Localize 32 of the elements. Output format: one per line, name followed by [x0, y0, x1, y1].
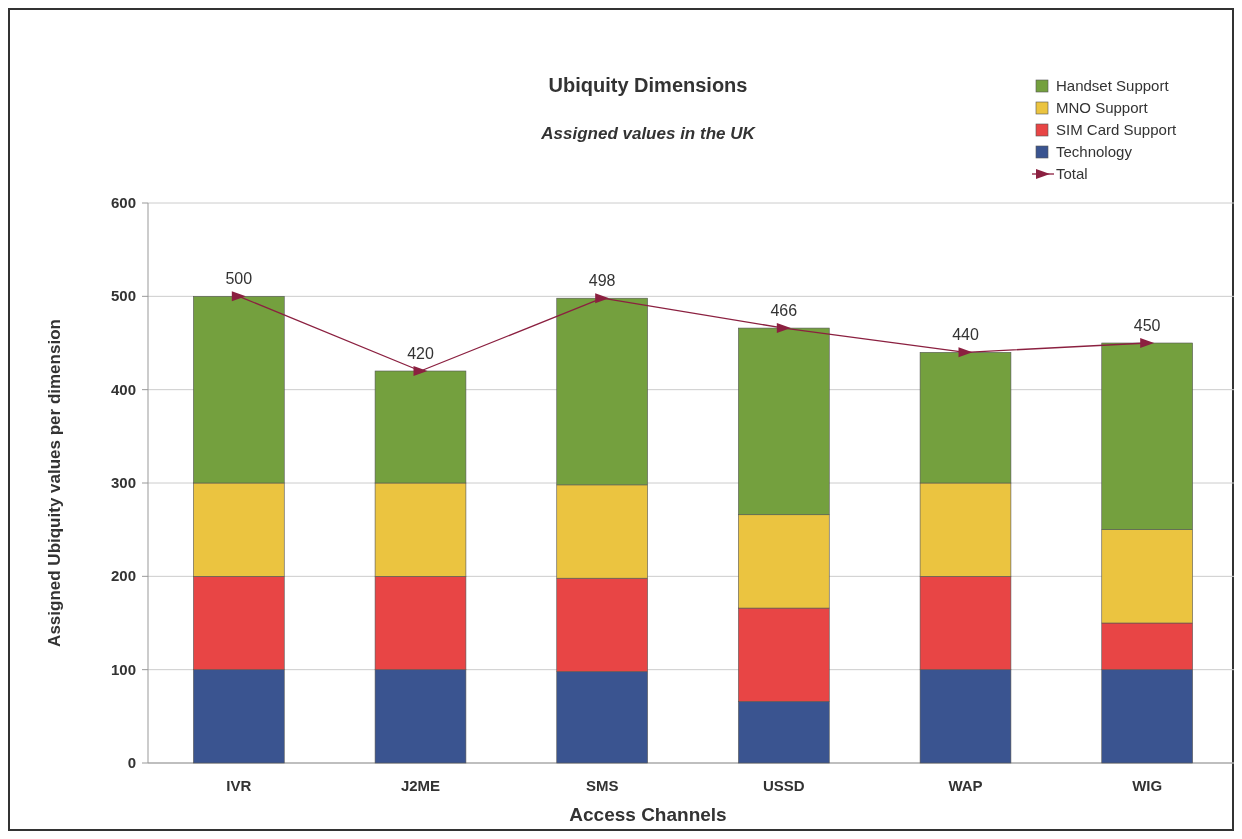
legend-label: MNO Support	[1056, 99, 1149, 116]
point	[958, 347, 973, 358]
x-tick-label: WIG	[1132, 777, 1163, 794]
legend-label: Technology	[1056, 143, 1133, 160]
data-label: 498	[588, 272, 616, 290]
x-tick-label: SMS	[585, 777, 619, 794]
data-label: 500	[225, 270, 253, 288]
point	[776, 323, 791, 334]
y-tick-label: 200	[110, 567, 136, 585]
chart-subtitle: Assigned values in the UK	[540, 124, 757, 143]
data-label: 466	[770, 302, 798, 320]
data-label: 440	[952, 326, 979, 344]
x-tick-label: IVR	[226, 777, 252, 794]
point	[231, 291, 246, 302]
y-tick-label: 600	[110, 194, 136, 211]
x-tick-label: WAP	[948, 777, 983, 794]
point	[595, 293, 610, 304]
y-tick-label: 300	[110, 474, 136, 491]
y-tick-label: 400	[110, 380, 136, 398]
x-tick-label: USSD	[762, 777, 805, 794]
chart-title: Ubiquity Dimensions	[548, 74, 748, 96]
y-tick-label: 0	[127, 754, 136, 771]
data-label: 450	[1133, 317, 1161, 334]
x-tick-label: J2ME	[400, 777, 441, 794]
x-axis-title: Access Channels	[569, 804, 727, 825]
y-tick-label: 100	[110, 660, 136, 678]
legend-label: SIM Card Support	[1056, 121, 1177, 138]
y-tick-label: 500	[110, 287, 136, 305]
y-axis-title: Assigned Ubiquity values per dimension	[45, 319, 64, 647]
legend-label: Total	[1056, 165, 1088, 182]
data-label: 420	[407, 345, 434, 362]
legend-label: Handset Support	[1056, 77, 1170, 94]
